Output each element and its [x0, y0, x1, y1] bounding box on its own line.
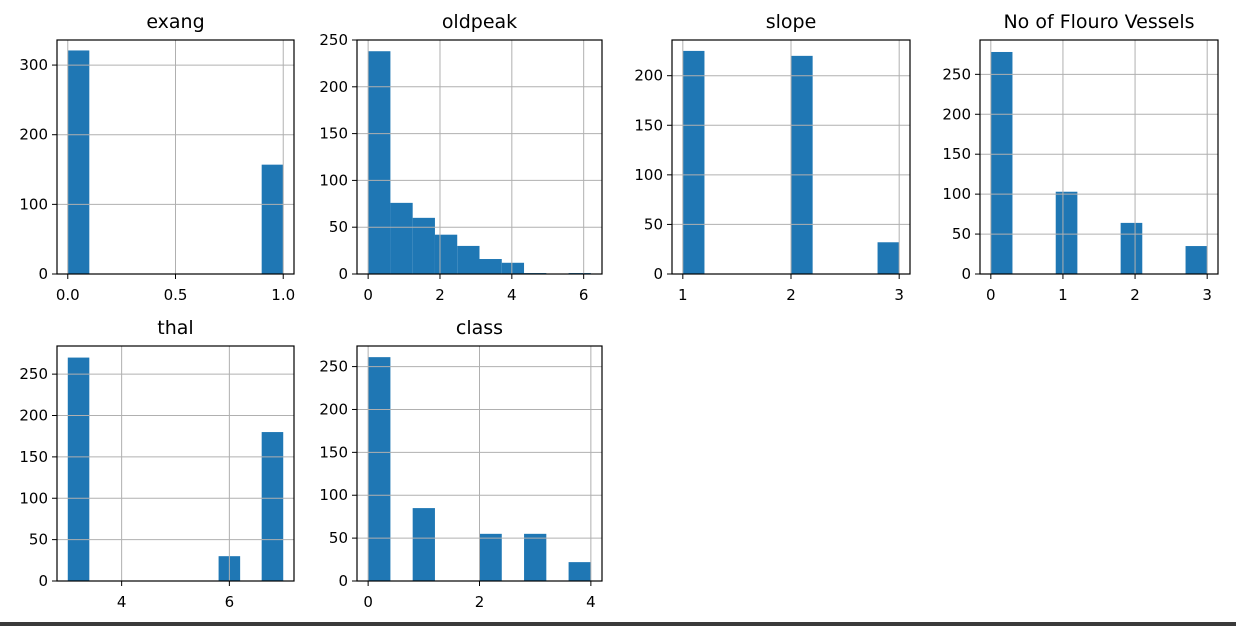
ytick-label-no-of-flouro-vessels-3: 150 — [942, 145, 971, 163]
xtick-label-no-of-flouro-vessels-0: 0 — [986, 286, 996, 304]
bar-exang-1 — [261, 164, 284, 274]
ytick-label-slope-1: 50 — [644, 215, 663, 233]
ytick-label-no-of-flouro-vessels-1: 50 — [952, 225, 971, 243]
axes-frame-oldpeak — [356, 39, 603, 275]
panel-class: 0 2 4 0 50 100 150 200 250 class — [319, 317, 603, 611]
panel-oldpeak: 0 2 4 6 0 50 100 150 200 250 oldpeak — [319, 11, 603, 304]
ytick-label-thal-2: 100 — [19, 489, 48, 507]
xtick-label-thal-0: 4 — [117, 593, 127, 611]
xtick-label-exang-1: 0.5 — [164, 286, 188, 304]
ytick-label-class-3: 150 — [319, 443, 348, 461]
xtick-label-class-2: 4 — [586, 593, 596, 611]
bar-no-of-flouro-vessels-3 — [1185, 246, 1208, 274]
ytick-label-slope-0: 0 — [653, 265, 663, 283]
panel-no-of-flouro-vessels: 0 1 2 3 0 50 100 150 200 250 No of Flouro Vessels — [942, 11, 1219, 304]
ytick-label-exang-1: 100 — [19, 195, 48, 213]
xtick-label-exang-0: 0.0 — [56, 286, 80, 304]
bar-oldpeak-2 — [412, 217, 435, 274]
ytick-label-thal-5: 250 — [19, 365, 48, 383]
bar-oldpeak-3 — [434, 234, 458, 274]
xtick-label-oldpeak-3: 6 — [579, 286, 589, 304]
bar-exang-0 — [67, 50, 90, 275]
bar-oldpeak-6 — [501, 262, 525, 274]
xtick-label-slope-2: 3 — [894, 286, 904, 304]
axes-frame-thal — [56, 345, 295, 582]
bar-thal-2 — [261, 432, 284, 581]
ytick-label-class-0: 0 — [338, 572, 348, 590]
xtick-label-exang-2: 1.0 — [271, 286, 295, 304]
bar-class-1 — [412, 508, 435, 581]
ytick-label-exang-2: 200 — [19, 126, 48, 144]
axes-frame-exang — [56, 39, 295, 275]
ytick-label-oldpeak-5: 250 — [319, 31, 348, 49]
bar-class-2 — [479, 533, 502, 581]
chart-title-oldpeak: oldpeak — [442, 11, 517, 33]
xtick-label-oldpeak-2: 4 — [507, 286, 517, 304]
xtick-label-no-of-flouro-vessels-3: 3 — [1202, 286, 1212, 304]
bar-class-4 — [568, 562, 591, 581]
ytick-label-slope-3: 150 — [634, 116, 663, 134]
xtick-label-slope-1: 2 — [786, 286, 796, 304]
ytick-label-oldpeak-3: 150 — [319, 125, 348, 143]
bar-no-of-flouro-vessels-0 — [990, 51, 1013, 275]
xtick-label-class-1: 2 — [475, 593, 485, 611]
xtick-label-oldpeak-1: 2 — [435, 286, 445, 304]
bar-slope-1 — [791, 55, 813, 274]
bar-class-3 — [524, 533, 547, 581]
chart-title-class: class — [456, 317, 503, 339]
xtick-label-no-of-flouro-vessels-2: 2 — [1130, 286, 1140, 304]
axes-frame-no-of-flouro-vessels — [979, 39, 1219, 275]
ytick-label-oldpeak-0: 0 — [338, 265, 348, 283]
ytick-label-thal-4: 200 — [19, 407, 48, 425]
ytick-label-exang-0: 0 — [38, 265, 48, 283]
bar-no-of-flouro-vessels-1 — [1055, 191, 1078, 274]
xtick-label-oldpeak-0: 0 — [363, 286, 373, 304]
ytick-label-thal-3: 150 — [19, 448, 48, 466]
bar-class-0 — [368, 357, 391, 581]
ytick-label-oldpeak-1: 50 — [329, 218, 348, 236]
ytick-label-class-4: 200 — [319, 400, 348, 418]
xtick-label-no-of-flouro-vessels-1: 1 — [1058, 286, 1068, 304]
bar-oldpeak-4 — [457, 245, 480, 274]
ytick-label-class-5: 250 — [319, 358, 348, 376]
chart-title-thal: thal — [157, 317, 193, 339]
bottom-divider — [0, 622, 1236, 626]
axes-frame-class — [356, 345, 603, 582]
xtick-label-slope-0: 1 — [678, 286, 688, 304]
bar-oldpeak-5 — [479, 259, 502, 274]
bar-no-of-flouro-vessels-2 — [1120, 222, 1143, 274]
xtick-label-thal-1: 6 — [225, 593, 235, 611]
panel-slope: 1 2 3 0 50 100 150 200 slope — [634, 11, 911, 304]
ytick-label-no-of-flouro-vessels-0: 0 — [961, 265, 971, 283]
ytick-label-class-1: 50 — [329, 529, 348, 547]
ytick-label-slope-2: 100 — [634, 166, 663, 184]
ytick-label-no-of-flouro-vessels-2: 100 — [942, 185, 971, 203]
axes-frame-slope — [671, 39, 911, 275]
chart-title-no-of-flouro-vessels: No of Flouro Vessels — [1003, 11, 1194, 33]
ytick-label-oldpeak-4: 200 — [319, 78, 348, 96]
xtick-label-class-0: 0 — [363, 593, 373, 611]
ytick-label-slope-4: 200 — [634, 67, 663, 85]
bar-oldpeak-0 — [368, 51, 391, 275]
ytick-label-oldpeak-2: 100 — [319, 171, 348, 189]
ytick-label-thal-0: 0 — [38, 572, 48, 590]
ytick-label-exang-3: 300 — [19, 56, 48, 74]
chart-title-exang: exang — [146, 11, 204, 33]
bar-slope-2 — [877, 242, 900, 274]
panel-thal: 4 6 0 50 100 150 200 250 thal — [19, 317, 295, 611]
ytick-label-no-of-flouro-vessels-5: 250 — [942, 65, 971, 83]
bar-oldpeak-1 — [390, 202, 413, 274]
bar-thal-0 — [67, 357, 90, 581]
ytick-label-no-of-flouro-vessels-4: 200 — [942, 105, 971, 123]
ytick-label-class-2: 100 — [319, 486, 348, 504]
panel-exang: 0.0 0.5 1.0 0 100 200 300 exang — [19, 11, 295, 304]
bar-slope-0 — [682, 50, 705, 274]
ytick-label-thal-1: 50 — [29, 531, 48, 549]
chart-title-slope: slope — [766, 11, 817, 33]
